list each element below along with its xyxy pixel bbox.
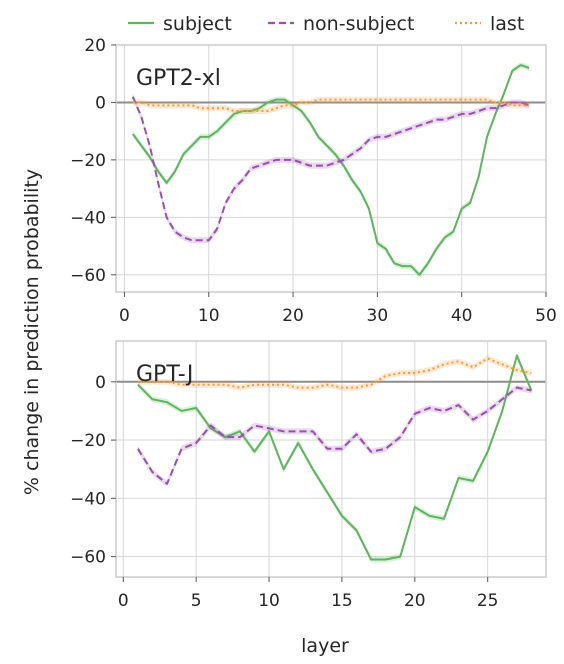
y-axis-label: % change in prediction probability <box>21 169 43 495</box>
x-tick-label: 40 <box>451 306 473 326</box>
y-tick-label: 0 <box>95 373 106 393</box>
confidence-band-last <box>137 355 532 391</box>
panel-gpt-j: 0 5 10 15 20 25 −60 −40 −20 0 GPT-J <box>70 340 547 611</box>
legend-label-subject: subject <box>163 13 232 35</box>
legend-label-last: last <box>490 13 524 35</box>
series-line-subject <box>132 64 530 276</box>
x-tick-label: 5 <box>191 591 202 611</box>
x-tick-label: 0 <box>118 591 129 611</box>
x-tick-label: 20 <box>404 591 426 611</box>
confidence-band-non-subject <box>132 93 530 244</box>
x-tick-label: 25 <box>477 591 499 611</box>
plot-frame <box>115 340 547 578</box>
confidence-band-subject <box>132 62 530 278</box>
series-line-last <box>137 357 532 389</box>
y-tick-label: −40 <box>70 489 106 509</box>
y-tick-label: −40 <box>70 208 106 228</box>
series-line-last <box>132 98 530 113</box>
panel-title: GPT-J <box>136 362 193 387</box>
x-tick-label: 10 <box>258 591 280 611</box>
series-line-non-subject <box>137 386 532 485</box>
y-tick-label: −20 <box>70 431 106 451</box>
y-tick-label: 0 <box>95 93 106 113</box>
plot-frame <box>115 44 547 293</box>
confidence-band-non-subject <box>137 384 532 487</box>
x-tick-label: 10 <box>198 306 220 326</box>
legend-label-non-subject: non-subject <box>303 13 414 35</box>
x-axis-label: layer <box>301 635 349 657</box>
series-line-non-subject <box>131 96 530 242</box>
legend: subject non-subject last <box>128 13 524 35</box>
x-tick-label: 0 <box>119 306 130 326</box>
panel-title: GPT2-xl <box>136 66 221 91</box>
x-tick-label: 15 <box>331 591 353 611</box>
y-tick-label: 20 <box>84 36 106 56</box>
y-tick-label: −60 <box>70 548 106 568</box>
panel-gpt2-xl: 0 10 20 30 40 50 −60 −40 −20 0 20 GPT2-xl <box>70 36 557 326</box>
y-tick-label: −20 <box>70 151 106 171</box>
series-line-subject <box>137 354 533 561</box>
x-tick-label: 50 <box>535 306 557 326</box>
x-tick-label: 20 <box>282 306 304 326</box>
x-tick-label: 30 <box>367 306 389 326</box>
y-tick-label: −60 <box>70 266 106 286</box>
